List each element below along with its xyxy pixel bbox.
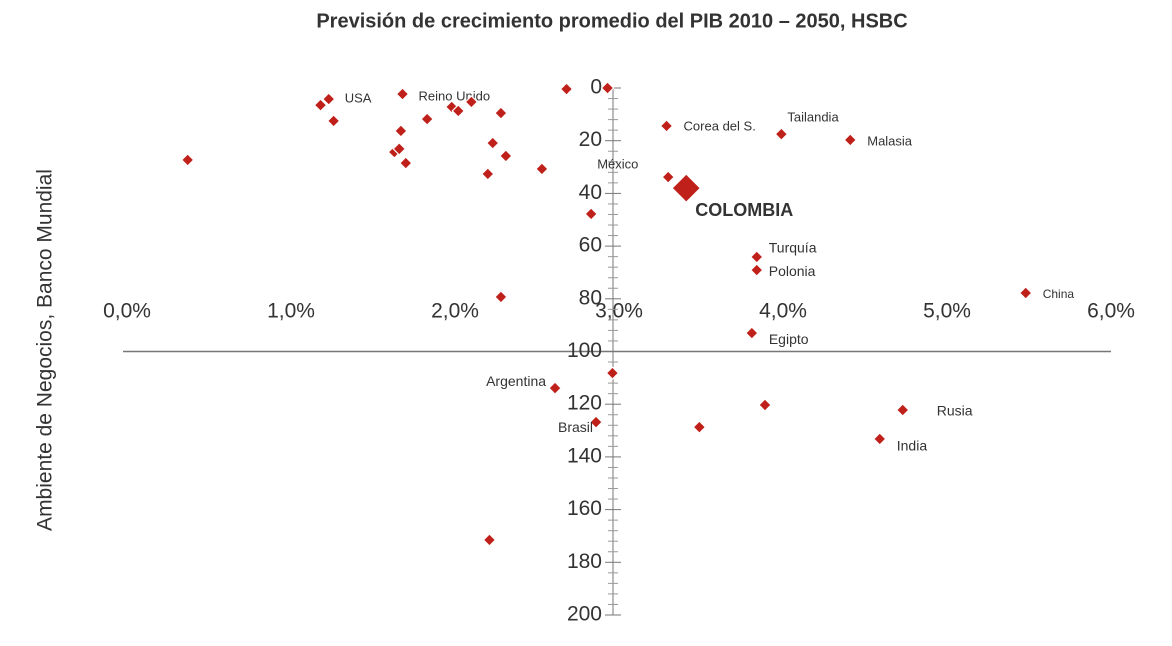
point (548, 381, 562, 395)
point-label: México (597, 157, 638, 172)
point (180, 153, 195, 167)
x-tick-label: 2,0% (431, 300, 479, 323)
point (600, 81, 615, 95)
point (671, 173, 701, 203)
y-tick-label: 40 (579, 181, 602, 204)
point (313, 98, 328, 112)
point-label: Turquía (769, 240, 817, 256)
x-tick-label: 3,0% (595, 300, 643, 323)
y-tick-label: 0 (590, 76, 602, 99)
point-label: Argentina (486, 373, 546, 389)
point (1018, 286, 1033, 300)
x-tick-label: 5,0% (923, 300, 971, 323)
point (758, 398, 772, 412)
point (559, 82, 574, 96)
point (451, 104, 466, 118)
y-tick-label: 180 (567, 550, 602, 573)
point (498, 149, 513, 163)
y-tick-label: 80 (579, 286, 602, 309)
point (482, 533, 497, 547)
point (659, 119, 674, 133)
point (394, 124, 408, 138)
point (895, 403, 910, 417)
point-label: Egipto (769, 331, 809, 347)
point (392, 142, 407, 156)
point-label: USA (345, 91, 372, 106)
point (774, 127, 789, 141)
y-tick-label: 100 (567, 339, 602, 362)
point (395, 87, 410, 101)
point (843, 133, 858, 147)
point-label: Brasil (558, 419, 593, 435)
point-label: China (1043, 287, 1075, 301)
point (535, 162, 549, 176)
point (420, 112, 434, 126)
y-tick-label: 200 (567, 603, 602, 626)
point (326, 114, 341, 128)
point (605, 366, 620, 380)
y-tick-label: 140 (567, 444, 602, 467)
point (749, 250, 764, 264)
x-tick-label: 6,0% (1087, 300, 1135, 323)
point-label: Corea del S. (684, 118, 756, 133)
point-label: Malasia (867, 133, 913, 148)
point-label: Rusia (937, 403, 973, 419)
x-tick-label: 1,0% (267, 300, 315, 323)
point-label: COLOMBIA (695, 200, 793, 220)
point (494, 290, 508, 304)
y-axis-label: Ambiente de Negocios, Banco Mundial (34, 169, 57, 531)
point (398, 156, 413, 170)
point-label: Polonia (769, 263, 816, 279)
point (872, 432, 887, 446)
point (589, 415, 603, 429)
point (744, 326, 759, 340)
chart-title: Previsión de crecimiento promedio del PI… (316, 10, 907, 32)
point (661, 170, 676, 184)
point (464, 95, 479, 109)
point (485, 136, 500, 150)
point (749, 263, 764, 277)
point (480, 167, 495, 181)
point (692, 420, 707, 434)
x-tick-label: 0,0% (103, 300, 151, 323)
point-label: Tailandia (787, 110, 839, 125)
y-tick-label: 20 (579, 128, 602, 151)
y-tick-label: 60 (579, 234, 602, 257)
x-tick-label: 4,0% (759, 300, 807, 323)
point-label: Reino Unido (419, 88, 491, 103)
point (494, 106, 508, 120)
y-tick-label: 160 (567, 497, 602, 520)
point (584, 207, 598, 221)
point (321, 92, 336, 106)
y-tick-label: 120 (567, 392, 602, 415)
point-label: India (897, 438, 928, 454)
